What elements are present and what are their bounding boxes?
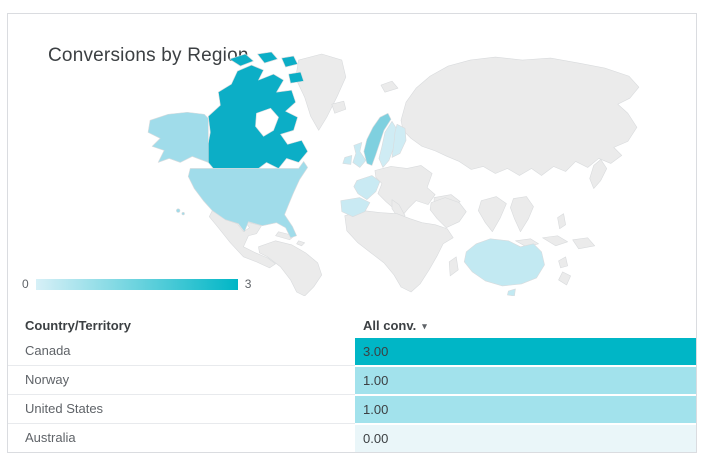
legend-gradient-bar xyxy=(35,278,238,290)
world-map-svg xyxy=(147,51,640,296)
map-region-iceland xyxy=(331,100,347,114)
country-cell: Australia xyxy=(25,430,76,445)
color-scale-legend: 0 3 xyxy=(22,275,251,293)
table-row: Norway 1.00 xyxy=(8,366,696,395)
map-region-india xyxy=(477,196,507,233)
table-row: Canada 3.00 xyxy=(8,337,696,366)
map-country-spain-portugal[interactable] xyxy=(340,197,371,217)
map-country-australia[interactable] xyxy=(463,238,545,287)
map-country-france[interactable] xyxy=(353,175,381,200)
map-region-europe-central xyxy=(374,165,436,219)
map-country-canada-arctic-islands[interactable] xyxy=(229,51,304,84)
map-region-south-america xyxy=(258,240,323,296)
map-region-greenland xyxy=(295,53,347,131)
legend-min-label: 0 xyxy=(22,277,29,291)
map-region-svalbard xyxy=(380,80,399,93)
country-cell: United States xyxy=(8,395,355,424)
value-cell: 0.00 xyxy=(355,424,696,453)
table-row: United States 1.00 xyxy=(8,395,696,424)
map-region-madagascar xyxy=(448,256,459,277)
column-header-country: Country/Territory xyxy=(25,318,131,333)
map-region-africa xyxy=(344,210,454,293)
map-country-norway[interactable] xyxy=(363,112,392,166)
value-bar: 3.00 xyxy=(355,338,696,365)
map-region-indonesia-png xyxy=(515,235,596,250)
map-region-philippines xyxy=(557,213,566,230)
map-country-united-kingdom[interactable] xyxy=(352,142,367,168)
value-cell: 1.00 xyxy=(355,395,696,424)
value-bar: 1.00 xyxy=(355,396,696,423)
card-title: Conversions by Region xyxy=(48,45,249,66)
map-region-asia-russia xyxy=(400,56,640,176)
hudson-bay-water xyxy=(255,107,279,137)
map-country-alaska[interactable] xyxy=(147,111,209,163)
map-country-tasmania[interactable] xyxy=(507,288,516,296)
map-country-ireland[interactable] xyxy=(342,155,353,165)
sort-arrow-icon[interactable]: ▾ xyxy=(422,321,427,331)
map-country-finland[interactable] xyxy=(391,124,407,158)
column-header-all-conv[interactable]: All conv. ▾ xyxy=(355,318,696,333)
world-geo-chart[interactable] xyxy=(128,50,670,296)
map-region-middle-east xyxy=(429,197,467,229)
country-cell: Canada xyxy=(8,337,355,366)
map-region-new-zealand xyxy=(558,256,571,286)
value-bar: 1.00 xyxy=(355,367,696,394)
column-header-all-conv-label: All conv. xyxy=(363,318,417,333)
map-country-hawaii[interactable] xyxy=(176,208,181,213)
map-country-united-states[interactable] xyxy=(187,161,308,239)
table-header-row: Country/Territory All conv. ▾ xyxy=(8,314,696,337)
value-bar: 0.00 xyxy=(355,425,696,452)
map-country-hawaii-2[interactable] xyxy=(181,212,185,216)
country-cell: Norway xyxy=(8,366,355,395)
value-cell: 1.00 xyxy=(355,366,696,395)
map-region-southeast-asia xyxy=(510,196,534,233)
legend-max-label: 3 xyxy=(244,277,252,291)
map-region-japan xyxy=(589,159,608,189)
value-cell: 3.00 xyxy=(355,337,696,366)
table-row: Australia 0.00 xyxy=(8,424,696,453)
